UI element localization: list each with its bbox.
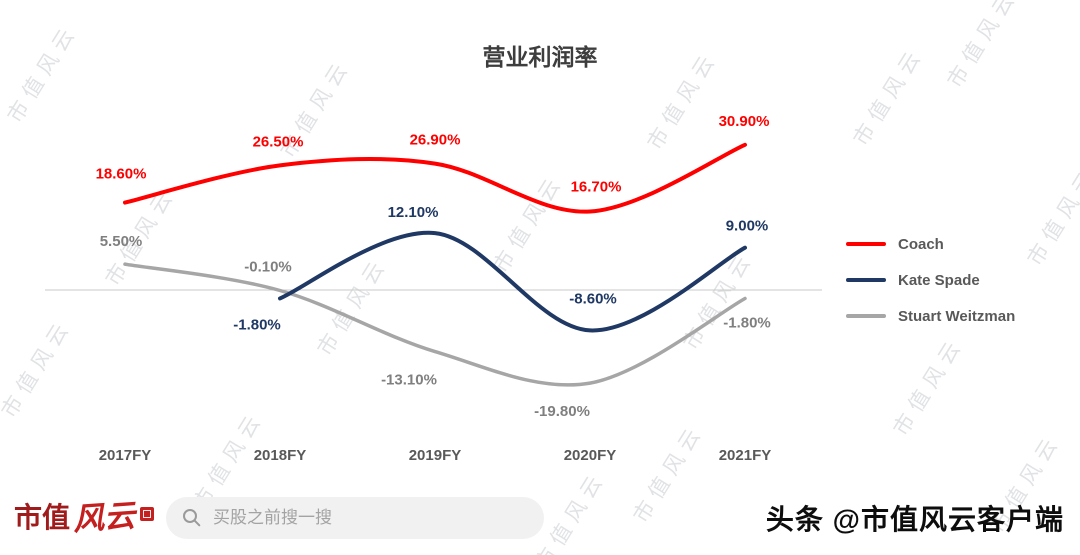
data-label: -19.80% xyxy=(534,403,590,420)
data-label: 5.50% xyxy=(100,233,143,250)
data-label: -8.60% xyxy=(569,290,617,307)
x-axis-label: 2021FY xyxy=(719,447,772,464)
chart-title: 营业利润率 xyxy=(482,44,598,70)
data-label: 26.90% xyxy=(410,132,461,149)
x-axis-label: 2018FY xyxy=(254,447,307,464)
x-axis-label: 2020FY xyxy=(564,447,617,464)
legend-item-stuart-weitzman: Stuart Weitzman xyxy=(846,298,1015,334)
data-label: 9.00% xyxy=(726,218,769,235)
data-label: -0.10% xyxy=(244,259,292,276)
legend-item-coach: Coach xyxy=(846,226,1015,262)
legend-label: Kate Spade xyxy=(898,271,980,289)
footer-bar: 市值 风云 头条 @市值风云客户端 xyxy=(0,480,1080,555)
byline: 头条 @市值风云客户端 xyxy=(765,503,1064,535)
chart-legend: Coach Kate Spade Stuart Weitzman xyxy=(846,226,1015,334)
logo-text-1: 市值 xyxy=(14,503,71,534)
legend-swatch xyxy=(846,278,886,282)
data-label: -1.80% xyxy=(233,317,281,334)
data-label: 16.70% xyxy=(571,179,622,196)
series-line-kate-spade xyxy=(278,230,747,333)
search-icon xyxy=(183,509,201,527)
data-label: 18.60% xyxy=(96,166,147,183)
x-axis-label: 2017FY xyxy=(99,447,152,464)
brand-logo: 市值 风云 xyxy=(14,497,155,538)
series-line-coach xyxy=(123,142,747,214)
legend-swatch xyxy=(846,314,886,318)
data-label: 26.50% xyxy=(253,133,304,150)
line-chart: 18.60% 26.50% 26.90% 16.70% 30.90% -1.80% 12.1… xyxy=(45,113,822,464)
data-label: -13.10% xyxy=(381,372,437,389)
data-label: 30.90% xyxy=(719,113,770,130)
data-label: -1.80% xyxy=(723,315,771,332)
x-axis-label: 2019FY xyxy=(409,447,462,464)
data-label: 12.10% xyxy=(388,204,439,221)
series-line-stuart-weitzman xyxy=(123,262,747,387)
search-box[interactable] xyxy=(166,496,545,539)
legend-item-kate-spade: Kate Spade xyxy=(846,262,1015,298)
legend-swatch xyxy=(846,242,886,246)
search-input[interactable] xyxy=(211,506,529,529)
logo-seal-icon xyxy=(140,507,155,521)
logo-text-2: 风云 xyxy=(71,497,137,538)
legend-label: Coach xyxy=(898,235,944,253)
legend-label: Stuart Weitzman xyxy=(898,307,1016,325)
